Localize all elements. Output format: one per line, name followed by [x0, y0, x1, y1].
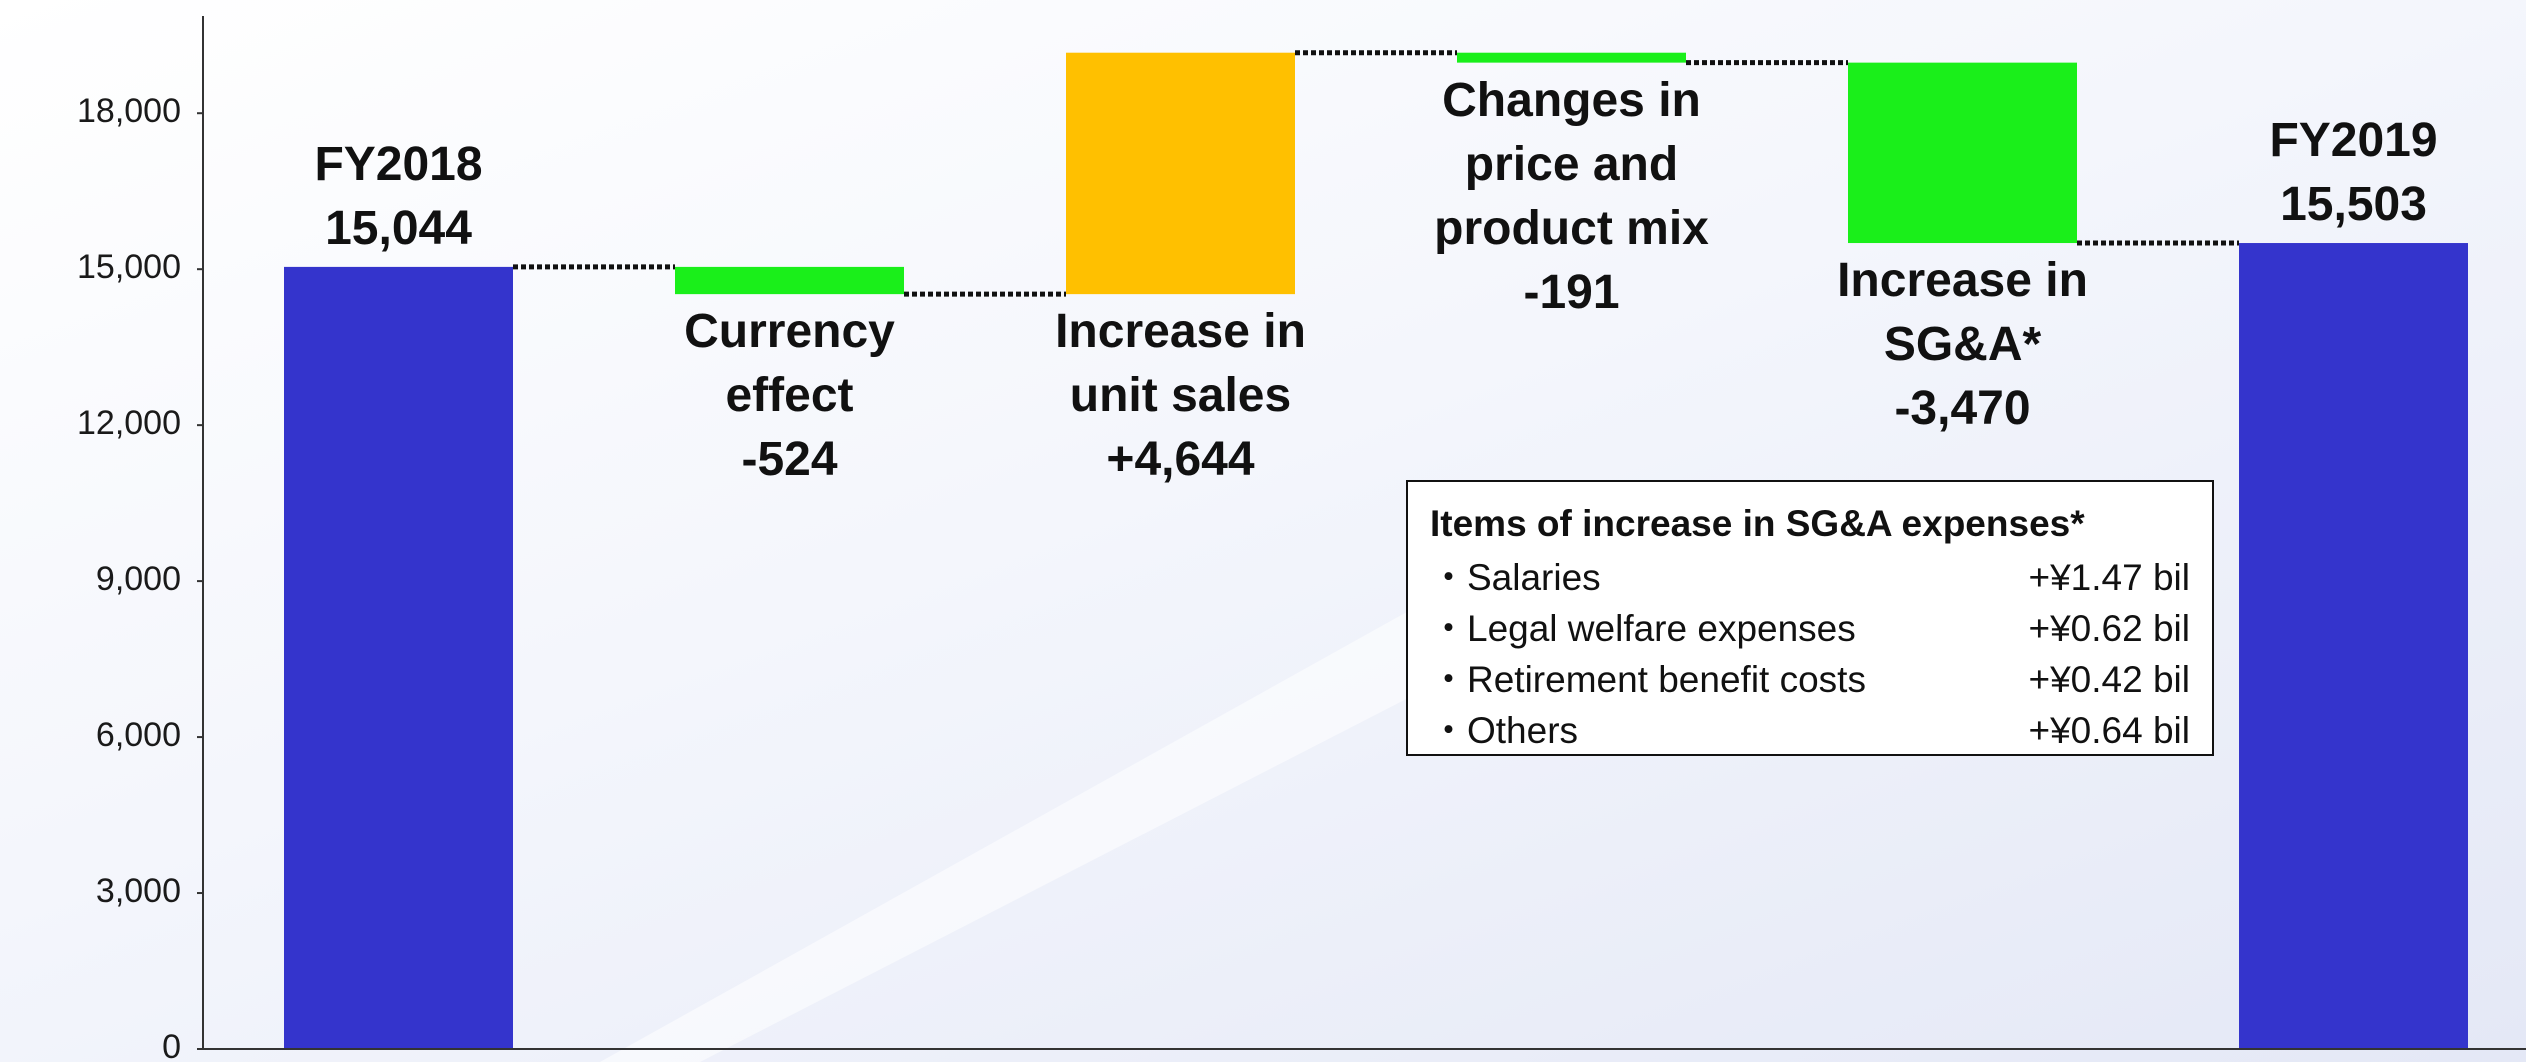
y-tick-label: 9,000	[96, 560, 181, 598]
annotation-item-value: +¥1.47 bil	[2028, 557, 2191, 598]
y-tick-label: 0	[162, 1028, 181, 1062]
annotation-item-value: +¥0.64 bil	[2028, 710, 2191, 751]
bar-label: Currency effect -524	[660, 300, 920, 492]
annotation-item-value: +¥0.62 bil	[2028, 608, 2191, 649]
annotation-row: ・Others +¥0.64 bil	[1430, 705, 2190, 756]
annotation-item-label: ・Legal welfare expenses	[1430, 608, 1856, 649]
y-tick-label: 12,000	[77, 404, 181, 442]
value-label: -524	[741, 433, 838, 487]
category-label: FY2018	[314, 137, 483, 191]
annotation-item-label: ・Salaries	[1430, 557, 1601, 598]
bar	[1457, 52, 1686, 63]
y-tick-label: 18,000	[77, 92, 181, 130]
value-label: -191	[1523, 265, 1620, 319]
bar	[1848, 62, 2077, 244]
bar-label: Increase in unit sales +4,644	[1011, 300, 1351, 492]
annotation-item-label: ・Retirement benefit costs	[1430, 659, 1866, 700]
bar-label: FY2019 15,503	[2224, 109, 2484, 237]
annotation-item-label: ・Others	[1430, 710, 1579, 751]
bar	[675, 266, 904, 295]
annotation-title: Items of increase in SG&A expenses*	[1430, 503, 2085, 544]
bar-label: Increase in SG&A* -3,470	[1833, 249, 2093, 441]
category-label: Currency effect	[684, 305, 895, 423]
y-tick-label: 6,000	[96, 716, 181, 754]
background-ray	[600, 560, 1560, 1062]
value-label: 15,044	[325, 201, 472, 255]
annotation-box: Items of increase in SG&A expenses* ・Sal…	[1406, 480, 2214, 756]
bar-label: Changes in price and product mix -191	[1407, 69, 1737, 325]
y-tick-label: 3,000	[96, 872, 181, 910]
category-label: FY2019	[2269, 114, 2438, 168]
bar	[284, 266, 513, 1050]
annotation-row: ・Legal welfare expenses +¥0.62 bil	[1430, 603, 2190, 654]
category-label: Changes in price and product mix	[1434, 73, 1709, 255]
value-label: +4,644	[1106, 433, 1255, 487]
bar	[2239, 243, 2468, 1049]
category-label: Increase in SG&A*	[1837, 254, 2088, 372]
annotation-row: ・Salaries +¥1.47 bil	[1430, 552, 2190, 603]
annotation-row: ・Retirement benefit costs +¥0.42 bil	[1430, 654, 2190, 705]
bar-label: FY2018 15,044	[269, 133, 529, 261]
value-label: 15,503	[2280, 178, 2427, 232]
value-label: -3,470	[1894, 382, 2031, 436]
annotation-item-value: +¥0.42 bil	[2028, 659, 2191, 700]
bar	[1066, 52, 1295, 295]
y-tick-label: 15,000	[77, 248, 181, 286]
category-label: Increase in unit sales	[1055, 305, 1306, 423]
